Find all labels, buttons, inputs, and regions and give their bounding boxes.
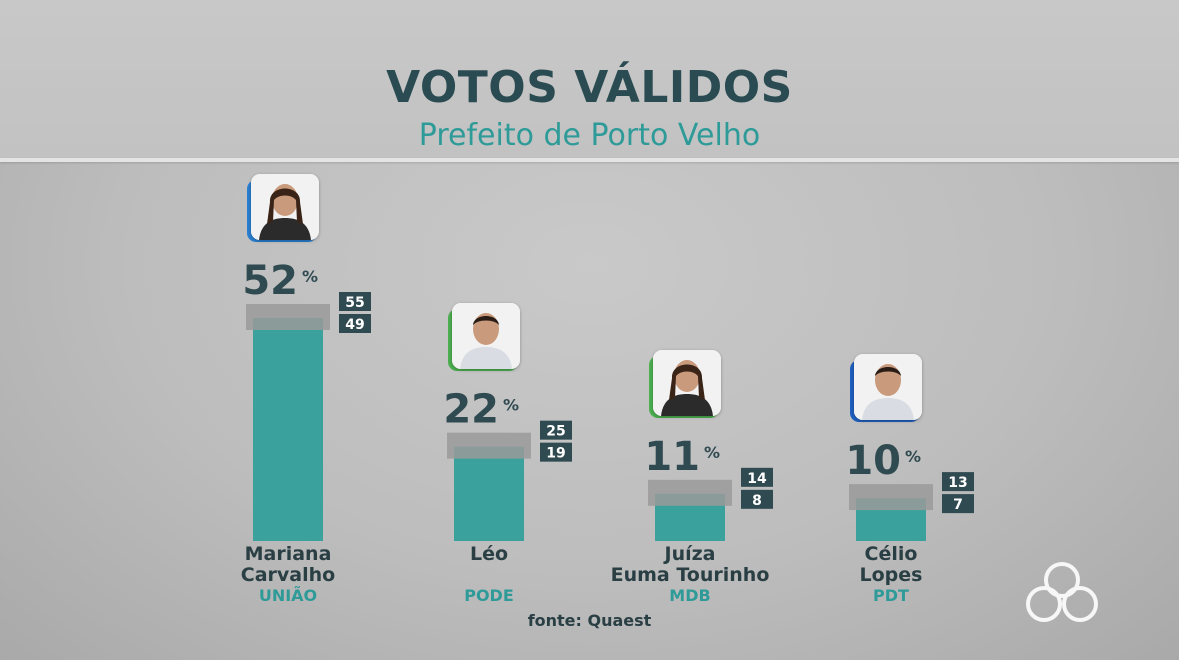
value-label-1: 22: [443, 387, 499, 433]
range-low-box-3: [942, 494, 974, 514]
range-high-box-2: [741, 467, 773, 487]
party-label-3: PDT: [873, 586, 909, 605]
range-high-label-2: 14: [747, 471, 767, 487]
margin-band-1: [447, 432, 531, 459]
range-high-box-1: [540, 420, 572, 440]
candidate-name-line2: Lopes: [859, 564, 923, 586]
margin-band-0: [246, 304, 330, 330]
party-label-2: MDB: [669, 586, 711, 605]
range-high-label-0: 55: [345, 295, 364, 311]
range-high-label-1: 25: [546, 424, 565, 440]
chart-title: VOTOS VÁLIDOS: [386, 62, 793, 113]
candidate-name-line1: Léo: [469, 543, 509, 565]
woman-portrait-icon: [247, 174, 321, 242]
candidate-name-line1: Juíza: [664, 543, 716, 565]
range-high-box-3: [942, 472, 974, 492]
range-high-label-3: 13: [948, 475, 967, 491]
candidate-name-line1: Célio: [864, 543, 918, 565]
value-label-0: 52: [242, 258, 298, 304]
header-band: [0, 0, 1179, 160]
man-portrait-icon: [448, 302, 522, 371]
candidate-name-1: Léo: [389, 544, 589, 565]
value-label-2: 11: [644, 434, 700, 480]
range-low-box-2: [741, 489, 773, 509]
man-portrait-icon: [850, 354, 924, 423]
candidate-name-line2: Carvalho: [240, 564, 336, 586]
candidate-name-line2: Euma Tourinho: [610, 564, 770, 586]
range-low-label-2: 8: [752, 493, 762, 509]
header-divider: [0, 158, 1179, 162]
source-label: fonte: Quaest: [527, 611, 652, 630]
range-low-label-1: 19: [546, 446, 565, 462]
range-low-box-0: [339, 314, 371, 333]
avatar-frame-1: [452, 302, 520, 369]
chart-subtitle: Prefeito de Porto Velho: [418, 118, 761, 153]
party-label-1: PODE: [464, 586, 514, 605]
candidate-name-0: Mariana Carvalho: [188, 544, 388, 586]
margin-band-3: [849, 484, 933, 511]
candidate-name-3: Célio Lopes: [791, 544, 991, 586]
avatar-frame-3: [854, 354, 922, 421]
unit-label-2: %: [704, 443, 720, 462]
bar-1: [454, 446, 524, 541]
margin-band-2: [648, 479, 732, 506]
range-low-label-0: 49: [345, 317, 364, 333]
range-low-label-3: 7: [953, 497, 963, 513]
avatar-frame-0: [251, 174, 319, 240]
bar-0: [253, 318, 323, 541]
unit-label-3: %: [905, 447, 921, 466]
candidate-name-2: Juíza Euma Tourinho: [590, 544, 790, 586]
range-high-box-0: [339, 292, 371, 311]
value-label-3: 10: [845, 438, 901, 484]
range-low-box-1: [540, 442, 572, 462]
party-label-0: UNIÃO: [258, 586, 318, 605]
unit-label-1: %: [503, 396, 519, 415]
candidate-name-line1: Mariana: [244, 543, 332, 565]
unit-label-0: %: [302, 267, 318, 286]
avatar-frame-2: [653, 349, 721, 416]
broadcaster-logo-icon: [1026, 562, 1098, 622]
woman-portrait-icon: [649, 349, 723, 418]
